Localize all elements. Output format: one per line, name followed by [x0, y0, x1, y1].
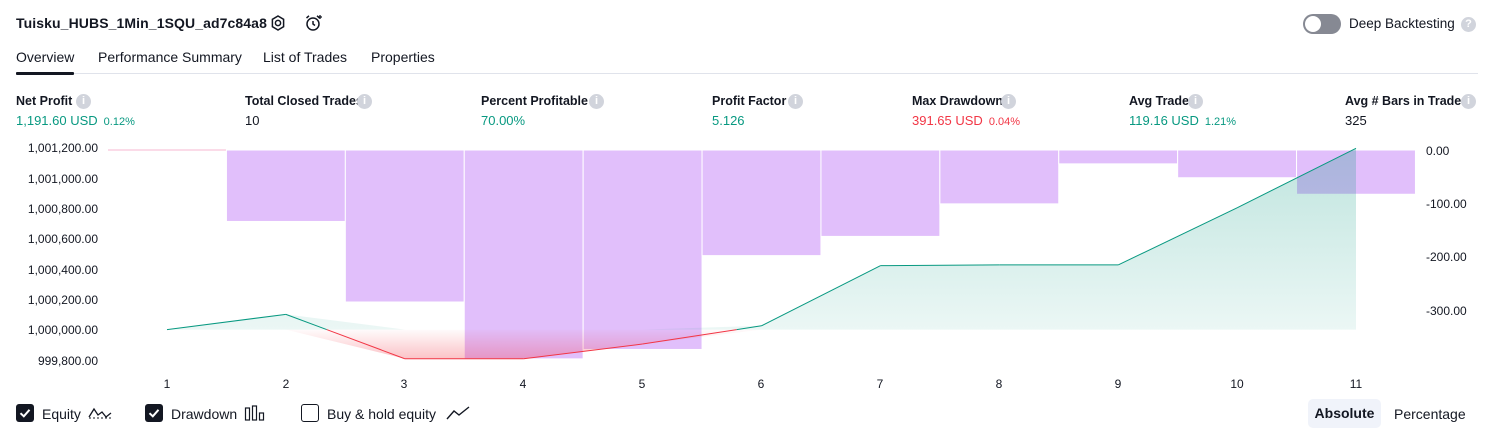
absolute-button[interactable]: Absolute	[1308, 399, 1381, 428]
equity-line-segment	[880, 264, 1000, 267]
tab-performance-summary[interactable]: Performance Summary	[98, 49, 242, 65]
info-icon[interactable]: i	[76, 94, 91, 109]
info-icon[interactable]: i	[357, 94, 372, 109]
stat-label-net-profit: Net Profit	[16, 94, 73, 108]
x-axis-tick: 1	[163, 377, 171, 391]
x-axis-tick: 7	[876, 377, 884, 391]
alarm-clock-icon[interactable]	[303, 13, 323, 33]
buy-hold-line-icon	[446, 405, 470, 426]
drawdown-bar	[820, 149, 941, 237]
y-axis-left-tick: 1,000,400.00	[27, 263, 98, 277]
y-axis-right-tick: -200.00	[1426, 250, 1467, 264]
drawdown-bar	[1058, 149, 1179, 165]
stat-label-total-closed-trades: Total Closed Trades	[245, 94, 363, 108]
deep-backtesting-toggle[interactable]	[1303, 14, 1341, 34]
equity-line-segment	[761, 265, 881, 327]
stat-value-avg-trade: 119.16 USD 1.21%	[1129, 113, 1237, 128]
x-axis-tick: 6	[757, 377, 765, 391]
x-axis-tick: 4	[519, 377, 527, 391]
info-icon[interactable]: i	[1001, 94, 1016, 109]
x-axis-tick: 10	[1230, 377, 1244, 391]
equity-checkbox[interactable]	[16, 404, 34, 422]
info-icon[interactable]: i	[788, 94, 803, 109]
equity-line-segment	[736, 325, 762, 331]
y-axis-left-tick: 1,000,800.00	[27, 202, 98, 216]
x-axis-tick: 9	[1114, 377, 1122, 391]
x-axis-tick: 3	[400, 377, 408, 391]
stat-label-percent-profitable: Percent Profitable	[481, 94, 588, 108]
y-axis-right-tick: -100.00	[1426, 197, 1467, 211]
active-tab-indicator	[16, 72, 74, 75]
y-axis-right-tick: -300.00	[1426, 304, 1467, 318]
stat-label-avg-bars: Avg # Bars in Trades	[1345, 94, 1469, 108]
info-icon[interactable]: i	[589, 94, 604, 109]
equity-line-segment	[326, 329, 405, 360]
stat-value-net-profit: 1,191.60 USD 0.12%	[16, 113, 135, 128]
y-axis-left-tick: 1,000,200.00	[27, 293, 98, 307]
stat-value-avg-bars: 325	[1345, 113, 1367, 128]
tab-list-of-trades[interactable]: List of Trades	[263, 49, 348, 65]
buy-hold-label[interactable]: Buy & hold equity	[327, 406, 436, 422]
y-axis-left-tick: 1,001,200.00	[27, 141, 98, 155]
deep-backtesting-label: Deep Backtesting	[1349, 16, 1455, 31]
stat-label-profit-factor: Profit Factor	[712, 94, 787, 108]
x-axis-tick: 8	[995, 377, 1003, 391]
y-axis-left-tick: 1,000,000.00	[27, 323, 98, 337]
y-axis-left-tick: 999,800.00	[37, 354, 98, 368]
info-icon[interactable]: i	[1188, 94, 1203, 109]
tab-divider	[16, 73, 1478, 74]
x-axis-tick: 11	[1349, 377, 1363, 391]
info-icon[interactable]: i	[1461, 94, 1476, 109]
x-axis-tick: 5	[638, 377, 646, 391]
equity-line-segment	[1117, 207, 1238, 266]
buy-hold-checkbox[interactable]	[301, 404, 319, 422]
equity-loss-area	[167, 329, 1356, 359]
y-axis-left-tick: 1,001,000.00	[27, 172, 98, 186]
drawdown-bar	[582, 149, 703, 350]
drawdown-bar	[701, 149, 822, 257]
stat-value-max-drawdown: 391.65 USD 0.04%	[912, 113, 1021, 128]
drawdown-bar	[225, 149, 346, 222]
equity-profit-area	[167, 148, 1356, 330]
equity-label[interactable]: Equity	[42, 406, 81, 422]
equity-line-segment	[285, 313, 327, 331]
strategy-title: Tuisku_HUBS_1Min_1SQU_ad7c84a8	[16, 15, 267, 31]
equity-line-segment	[523, 343, 643, 360]
gear-icon[interactable]	[268, 13, 288, 33]
drawdown-bar	[463, 149, 584, 360]
drawdown-bar	[344, 149, 465, 303]
y-axis-left-tick: 1,000,600.00	[27, 232, 98, 246]
stat-label-max-drawdown: Max Drawdown	[912, 94, 1003, 108]
stat-value-profit-factor: 5.126	[712, 113, 745, 128]
x-axis-tick: 2	[282, 377, 290, 391]
equity-line-icon	[88, 405, 112, 426]
drawdown-bar	[939, 149, 1060, 205]
stat-value-percent-profitable: 70.00%	[481, 113, 526, 128]
drawdown-bar	[1177, 149, 1298, 179]
equity-line-segment	[166, 313, 286, 331]
drawdown-checkbox[interactable]	[145, 404, 163, 422]
help-icon[interactable]: ?	[1461, 17, 1476, 32]
y-axis-right-tick: 0.00	[1426, 144, 1450, 158]
stat-label-avg-trade: Avg Trade	[1129, 94, 1189, 108]
stat-value-total-closed-trades: 10	[245, 113, 260, 128]
equity-line-segment	[1236, 147, 1357, 209]
equity-line-segment	[642, 329, 737, 345]
percentage-button[interactable]: Percentage	[1394, 406, 1466, 422]
toggle-knob	[1305, 16, 1321, 32]
drawdown-label[interactable]: Drawdown	[171, 406, 238, 422]
drawdown-bars-icon	[244, 405, 266, 426]
tab-properties[interactable]: Properties	[371, 49, 435, 65]
tab-overview[interactable]: Overview	[16, 49, 75, 65]
